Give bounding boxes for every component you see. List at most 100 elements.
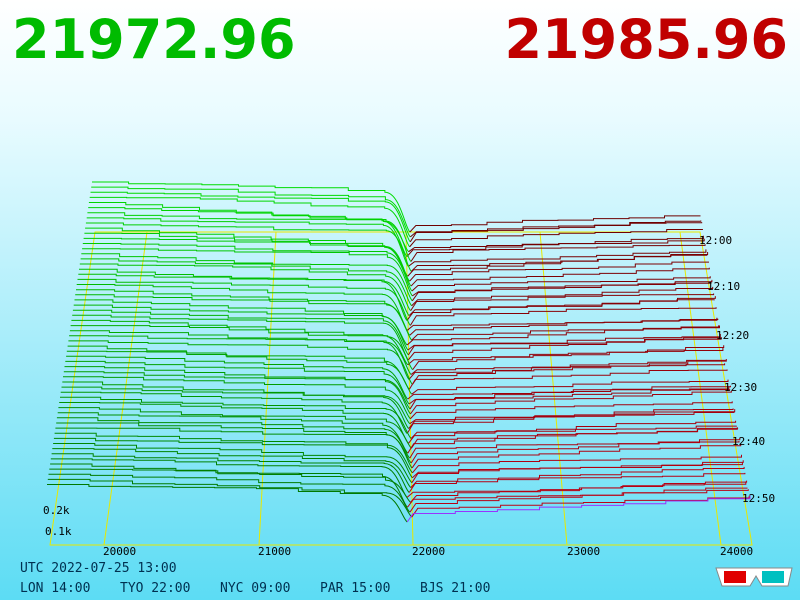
price-label: 20000 (103, 545, 136, 558)
ask-depth-line (411, 495, 750, 518)
ask-depth-line (409, 261, 709, 282)
time-label: 12:50 (742, 492, 775, 505)
ask-depth-line (406, 325, 720, 346)
glasses-lens-left (724, 571, 746, 583)
bid-depth-line (59, 402, 409, 444)
bid-depth-line (55, 427, 413, 469)
bid-depth-line (62, 381, 411, 425)
ask-depth-line (409, 385, 731, 410)
3d-glasses-icon[interactable] (715, 567, 793, 587)
time-label: 12:20 (716, 329, 749, 342)
bid-depth-line (61, 386, 410, 429)
ask-depth-line (406, 495, 751, 523)
ask-depth-line (412, 281, 712, 297)
bid-depth-line (53, 437, 413, 479)
volume-label: 0.2k (43, 504, 70, 517)
volume-label: 0.1k (45, 525, 72, 538)
ask-depth-line (411, 286, 714, 307)
bid-depth-line (71, 319, 409, 366)
price-label: 23000 (567, 545, 600, 558)
ask-depth-line (407, 427, 739, 454)
bid-depth-line (50, 458, 408, 498)
ask-depth-line (408, 249, 707, 267)
bid-depth-line (58, 407, 412, 449)
city-clock: NYC 09:00 (220, 581, 290, 596)
bid-depth-line (91, 186, 411, 238)
bid-depth-line (82, 248, 413, 297)
bid-depth-line (89, 196, 411, 248)
bid-depth-line (63, 376, 411, 420)
glasses-lens-right (762, 571, 784, 583)
floor-outline (49, 231, 753, 546)
time-label: 12:10 (707, 280, 740, 293)
ask-depth-line (407, 334, 721, 351)
ask-depth-line (409, 441, 740, 459)
city-clock: TYO 22:00 (120, 581, 190, 596)
ask-depth-line (411, 460, 744, 483)
bid-depth-line (69, 335, 410, 380)
bid-depth-line (85, 222, 412, 272)
ask-depth-line (408, 389, 731, 405)
city-clock: BJS 21:00 (420, 581, 490, 596)
bid-depth-line (79, 263, 412, 312)
floor-line (258, 231, 277, 546)
ask-depth-line (408, 369, 728, 390)
bid-depth-line (47, 478, 413, 518)
bid-depth-line (79, 268, 410, 316)
price-label: 24000 (720, 545, 753, 558)
bid-depth-line (52, 448, 412, 488)
bid-depth-line (64, 366, 411, 410)
utc-time: UTC 2022-07-25 13:00 (20, 561, 177, 576)
bid-price: 21972.96 (12, 8, 296, 71)
bid-depth-line (54, 432, 413, 474)
ask-depth-line (407, 252, 709, 277)
ask-depth-line (409, 318, 719, 336)
ask-depth-line (410, 363, 726, 375)
ask-depth-line (408, 412, 735, 429)
bid-depth-line (60, 391, 408, 434)
ask-depth-line (409, 215, 701, 233)
ask-depth-line (408, 299, 715, 316)
depth-lines (47, 181, 751, 523)
bid-depth-line (53, 443, 413, 484)
ask-depth-line (407, 487, 748, 508)
bid-depth-line (80, 258, 413, 307)
bid-depth-line (65, 360, 410, 405)
ask-depth-line (412, 359, 727, 385)
bid-depth-line (69, 330, 412, 375)
bid-depth-line (73, 304, 409, 351)
ask-depth-line (410, 293, 715, 311)
bid-depth-line (81, 253, 413, 302)
ask-depth-line (410, 401, 733, 420)
ask-depth-line (406, 409, 736, 434)
time-label: 12:40 (732, 435, 765, 448)
ask-depth-line (409, 307, 717, 326)
bid-depth-line (92, 181, 411, 233)
ask-depth-line (410, 390, 732, 415)
bid-depth-line (66, 355, 409, 400)
bid-depth-line (56, 422, 412, 464)
ask-depth-line (411, 276, 711, 292)
bid-depth-line (56, 417, 411, 459)
time-label: 12:00 (699, 234, 732, 247)
ask-depth-line (408, 472, 746, 493)
bid-depth-line (77, 278, 411, 326)
floor-line (539, 231, 568, 546)
bid-depth-line (72, 309, 409, 356)
ask-depth-line (412, 345, 725, 370)
bid-depth-line (78, 273, 408, 321)
price-label: 22000 (412, 545, 445, 558)
bid-depth-line (83, 237, 412, 287)
bid-depth-line (87, 212, 412, 262)
city-clock: LON 14:00 (20, 581, 90, 596)
bid-depth-line (68, 340, 413, 385)
ask-depth-line (411, 279, 713, 302)
ask-depth-line (410, 466, 745, 488)
bid-depth-line (47, 484, 408, 523)
bid-depth-line (88, 207, 408, 257)
ask-depth-line (412, 454, 742, 474)
bid-depth-line (63, 371, 411, 415)
ask-depth-line (410, 267, 710, 287)
